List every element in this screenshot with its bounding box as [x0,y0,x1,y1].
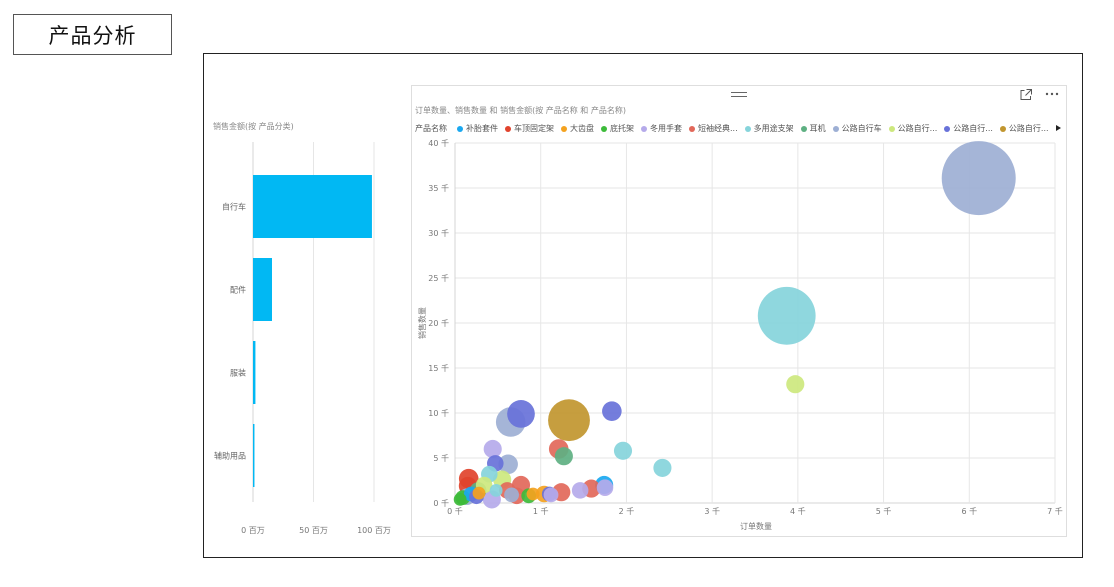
legend-label: 公路自行... [1008,124,1049,133]
legend-item[interactable]: 耳机 [800,124,826,134]
bubble-chart-visual[interactable]: 0 千 5 千 10 千 15 千 20 千 25 千 30 千 35 千 40 千 0 千 1 千… [411,85,1067,537]
bar[interactable] [253,424,255,487]
legend-title: 产品名称 [415,124,447,133]
bubble[interactable] [483,439,502,459]
bubble[interactable] [602,401,622,421]
bar[interactable] [253,175,372,238]
bubble[interactable] [757,286,816,345]
legend-marker [744,126,751,132]
legend-item[interactable]: 底托架 [601,124,634,134]
legend-marker [944,126,951,132]
legend-item[interactable]: 公路自行... [944,124,993,134]
bubble[interactable] [504,487,519,503]
bubble-x-tick-label: 0 千 [447,506,463,516]
focus-mode-icon[interactable] [1020,89,1032,100]
report-frame [203,53,1083,558]
legend-label: 冬用手套 [650,124,682,133]
legend-item[interactable]: 公路自行... [888,124,938,134]
legend-label: 公路自行... [953,124,993,133]
legend-label: 公路自行车 [841,124,882,133]
bar-category-label: 服装 [230,368,246,378]
legend-label: 多用途支架 [753,124,794,133]
legend-item[interactable]: 补胎套件 [457,124,498,134]
bubble[interactable] [543,487,559,503]
legend-marker [505,126,511,132]
bubble-y-tick-label: 20 千 [428,318,449,328]
bubble[interactable] [489,483,503,497]
bubble-y-tick-label: 15 千 [428,363,449,373]
legend-label: 大齿盘 [570,124,594,133]
bubble-x-tick-label: 6 千 [961,506,977,516]
bubble-y-tick-label: 35 千 [428,183,449,193]
legend-marker [601,126,607,132]
bubble-x-tick-label: 1 千 [533,506,549,516]
legend-label: 补胎套件 [466,124,498,133]
bubble-y-tick-label: 5 千 [433,453,449,463]
bar-category-label: 配件 [230,285,246,295]
bubble-x-tick-label: 3 千 [704,506,720,516]
y-axis-title: 销售数量 [417,307,427,339]
legend-marker [999,126,1006,132]
bubble-y-tick-label: 0 千 [433,498,449,508]
bar-category-label: 自行车 [222,202,246,212]
bubble[interactable] [653,458,672,477]
bubble-x-tick-label: 5 千 [876,506,892,516]
legend-item[interactable]: 公路自行车 [832,124,882,134]
bar[interactable] [253,258,272,321]
legend-marker [800,126,807,132]
bubble-y-tick-label: 40 千 [428,138,449,148]
bar[interactable] [253,341,256,404]
bubble[interactable] [786,375,805,394]
legend-label: 短袖经典... [698,124,738,133]
bubble[interactable] [554,447,573,466]
legend-marker [832,126,839,132]
bar-x-tick-label: 100 百万 [357,526,391,535]
bubble[interactable] [596,479,614,496]
legend-next-icon[interactable] [1056,125,1061,131]
bubble-y-tick-label: 25 千 [428,273,449,283]
bubble-x-tick-label: 2 千 [619,506,635,516]
bubble[interactable] [498,454,518,475]
bubble[interactable] [453,492,467,506]
bubble-x-tick-label: 7 千 [1047,506,1063,516]
bubble[interactable] [472,486,486,500]
bar-x-tick-label: 50 百万 [299,526,328,535]
legend-marker [561,126,567,132]
bubble-y-tick-label: 10 千 [428,408,449,418]
bubble[interactable] [526,487,540,501]
bubble-chart[interactable]: 0 千 5 千 10 千 15 千 20 千 25 千 30 千 35 千 40 千 0 千 1 千… [412,86,1066,536]
legend-item[interactable]: 车顶固定架 [505,124,554,134]
bubble[interactable] [613,441,633,460]
legend-marker [457,126,463,132]
more-options-icon[interactable] [1045,92,1059,96]
legend-marker [641,126,647,132]
bar-category-label: 辅助用品 [214,451,246,461]
bubble-y-tick-label: 30 千 [428,228,449,238]
bar-chart-title: 销售金额(按 产品分类) [213,122,294,131]
legend-label: 底托架 [610,124,634,133]
page-title-box: 产品分析 [13,14,172,55]
bubble-chart-title: 订单数量、销售数量 和 销售金额(按 产品名称 和 产品名称) [415,106,626,115]
legend-item[interactable]: 短袖经典... [689,124,738,134]
legend-label: 车顶固定架 [514,124,554,133]
legend-marker [689,126,695,132]
legend-label: 公路自行... [897,124,938,133]
x-axis-title: 订单数量 [740,521,772,531]
legend-item[interactable]: 冬用手套 [641,124,682,134]
drag-handle-icon[interactable] [731,92,747,97]
legend-item[interactable]: 多用途支架 [744,124,794,134]
bubble[interactable] [571,482,589,499]
legend-marker [888,126,895,132]
legend: 产品名称 补胎套件 车顶固定架 大齿盘 底托架 冬用手套 短袖经典... 多用途支架 耳机 公路… [415,124,1053,134]
bubble[interactable] [941,141,1016,216]
page-title: 产品分析 [48,23,137,48]
legend-item[interactable]: 大齿盘 [561,124,594,134]
bubble[interactable] [507,400,535,428]
bubble[interactable] [548,399,590,442]
legend-item[interactable]: 公路自行... [999,124,1049,134]
bar-x-tick-label: 0 百万 [241,526,265,535]
bubble-x-tick-label: 4 千 [790,506,806,516]
legend-label: 耳机 [809,124,826,133]
